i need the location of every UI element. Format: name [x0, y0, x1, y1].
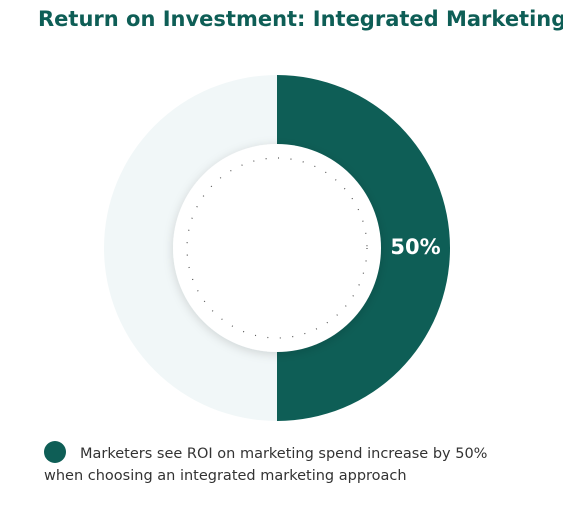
legend: Marketers see ROI on marketing spend inc… [44, 441, 514, 487]
value-label: 50% [390, 235, 440, 259]
dotted-ring [186, 157, 368, 339]
legend-swatch [44, 441, 66, 463]
legend-item: Marketers see ROI on marketing spend inc… [44, 441, 514, 487]
chart: Return on Investment: Integrated Marketi… [38, 7, 563, 421]
chart-title: Return on Investment: Integrated Marketi… [38, 7, 563, 31]
donut-hole [173, 144, 381, 352]
legend-label: Marketers see ROI on marketing spend inc… [44, 446, 488, 484]
